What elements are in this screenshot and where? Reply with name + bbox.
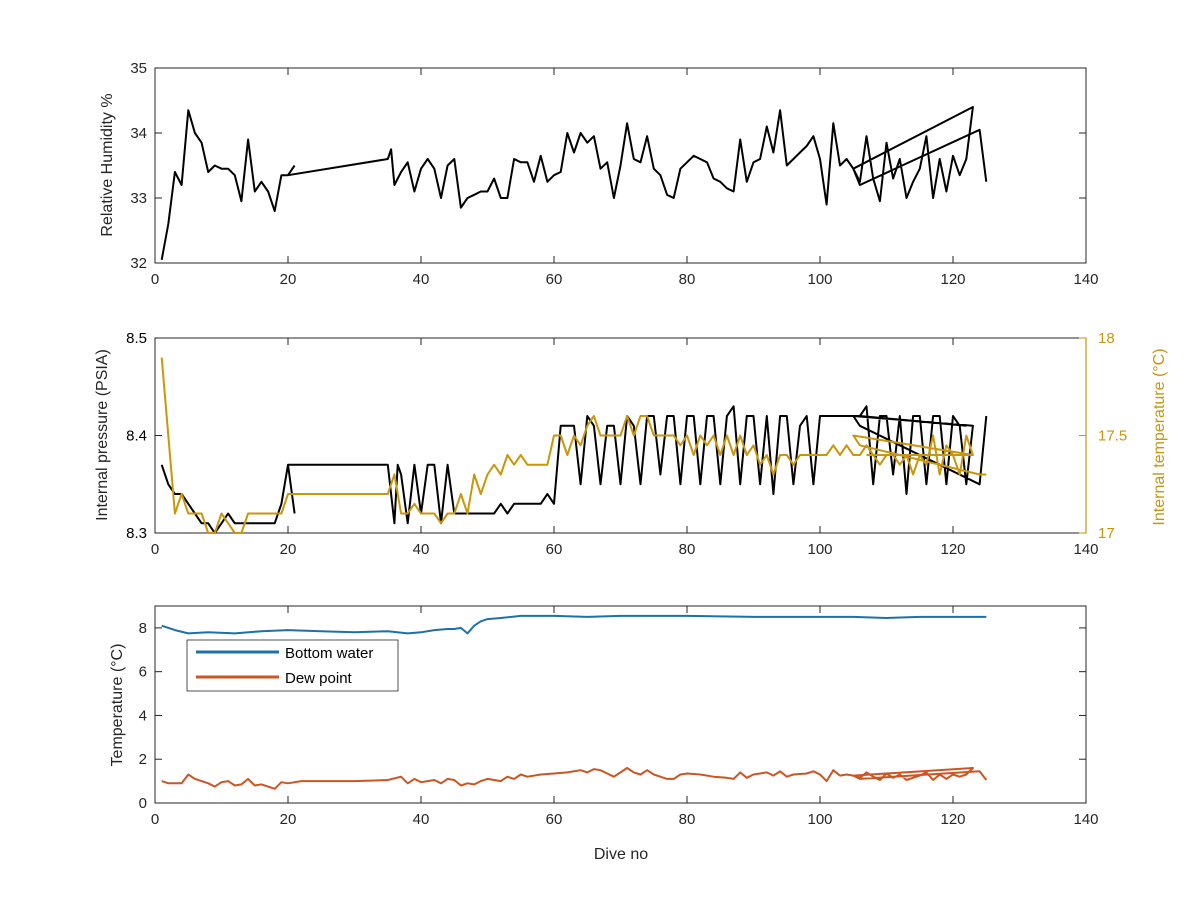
x-tick-label: 20 [280,271,297,288]
series-line-pressure-black [859,415,967,427]
x-tick-label: 100 [807,811,832,828]
x-tick-label: 120 [940,541,965,558]
x-tick-label: 60 [546,541,563,558]
series-layer-pressure [160,357,988,534]
y-ticks-pressure: 8.3 8.4 8.5 [126,330,162,542]
y-tick-label: 8 [139,620,147,637]
y-tick-label-right: 17 [1098,525,1115,542]
x-ticks-temperature: 0 20 40 60 80 100 120 140 [151,606,1099,828]
legend: Bottom water Dew point [186,639,399,692]
series-line-bottom-water [161,614,987,635]
y-axis-label-pressure: Internal pressure (PSIA) [94,349,111,521]
series-layer-temperature [161,614,988,790]
x-tick-label: 60 [546,271,563,288]
panel-temperature: 0 20 40 60 80 100 120 140 0 2 4 6 8 Temperature (°C… [109,605,1099,863]
x-tick-label: 140 [1073,811,1098,828]
series-line-humidity-black [287,106,988,209]
x-tick-label: 100 [807,271,832,288]
y-tick-label: 8.5 [126,330,147,347]
x-tick-label: 0 [151,271,159,288]
y-tick-label-right: 18 [1098,330,1115,347]
x-tick-label: 40 [413,271,430,288]
panel-pressure: 0 20 40 60 80 100 120 140 8.3 8.4 8.5 17 17.5 18 In… [94,330,1168,558]
x-tick-label: 80 [679,541,696,558]
x-tick-label: 80 [679,811,696,828]
y-tick-label: 33 [130,190,147,207]
y-tick-label: 35 [130,60,147,77]
x-axis-label-dive-no: Dive no [594,846,648,863]
y-ticks-temperature: 0 2 4 6 8 [139,620,1086,812]
x-tick-label: 80 [679,271,696,288]
x-ticks-humidity: 0 20 40 60 80 100 120 140 [151,68,1099,288]
y-axis-label-temperature: Temperature (°C) [109,644,126,767]
series-line-pressure-gold [160,357,987,534]
legend-label-dew-point: Dew point [285,670,353,687]
x-ticks-pressure: 0 20 40 60 80 100 120 140 [151,338,1099,558]
x-tick-label: 140 [1073,541,1098,558]
x-tick-label: 120 [940,271,965,288]
y-tick-label: 0 [139,795,147,812]
x-tick-label: 100 [807,541,832,558]
x-tick-label: 20 [280,811,297,828]
x-tick-label: 0 [151,541,159,558]
x-tick-label: 20 [280,541,297,558]
legend-label-bottom-water: Bottom water [285,645,373,662]
y-tick-label-right: 17.5 [1098,428,1127,445]
series-line-humidity-black [160,109,296,260]
x-tick-label: 40 [413,541,430,558]
series-line-pressure-black [160,463,296,534]
x-tick-label: 60 [546,811,563,828]
y-axis-label-right-temperature: Internal temperature (°C) [1151,348,1168,525]
y-ticks-humidity: 32 33 34 35 [130,60,1086,272]
y-tick-label: 4 [139,707,147,724]
y-tick-label: 32 [130,255,147,272]
panel-humidity: 0 20 40 60 80 100 120 140 32 33 34 35 Relative Hum… [99,60,1099,288]
series-line-dew-point [161,767,988,790]
x-tick-label: 120 [940,811,965,828]
x-tick-label: 140 [1073,271,1098,288]
y-tick-label: 6 [139,664,147,681]
y-ticks-right-temperature: 17 17.5 18 [1079,330,1127,542]
y-tick-label: 2 [139,751,147,768]
y-tick-label: 8.4 [126,428,147,445]
y-tick-label: 34 [130,125,147,142]
y-axis-label-humidity: Relative Humidity % [99,93,116,236]
series-layer-humidity [160,106,988,260]
x-tick-label: 0 [151,811,159,828]
x-tick-label: 40 [413,811,430,828]
legend-box [186,639,399,692]
y-tick-label: 8.3 [126,525,147,542]
